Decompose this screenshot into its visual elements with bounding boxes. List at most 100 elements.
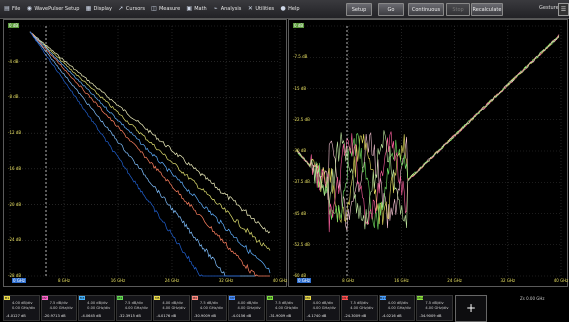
- insertion-loss-trace: [30, 32, 270, 251]
- right-plot-canvas: [289, 20, 567, 286]
- horizontal-scale: 4.00 GHz/div: [125, 306, 148, 310]
- cursor-value: -20.9713 dB: [44, 314, 66, 318]
- insertion-loss-trace: [30, 32, 240, 276]
- horizontal-scale: 4.00 GHz/div: [50, 306, 73, 310]
- y-tick-label: -4 dB: [8, 59, 19, 64]
- right-plot-panel[interactable]: 0 dB -7.5 dB -15 dB -22.5 dB -30 dB -37.5 dB -…: [288, 19, 568, 287]
- return-loss-trace: [297, 35, 559, 230]
- channel-tag: M6: [192, 296, 198, 300]
- vertical-scale: 4.00 dB/div: [313, 301, 334, 305]
- y-tick-label: -15 dB: [293, 86, 306, 91]
- channel-tag: M7: [229, 296, 235, 300]
- vertical-scale: 4.00 dB/div: [12, 301, 33, 305]
- x-tick-label: 16 GHz: [111, 278, 126, 283]
- menu-label: Help: [288, 6, 299, 12]
- cursor-value: -30.9009 dB: [194, 314, 216, 318]
- x-tick-label: 16 GHz: [394, 278, 409, 283]
- display-icon: ▦: [85, 6, 91, 12]
- recalculate-button[interactable]: Recalculate: [471, 3, 503, 16]
- horizontal-scale: 0.00 GHz/div: [87, 306, 110, 310]
- cursor-icon: ➚: [118, 6, 124, 12]
- cursor-value: -4.0127 dB: [6, 314, 26, 318]
- y-tick-label: -24 dB: [8, 237, 21, 242]
- channel-descriptor-m5[interactable]: M5 4.00 dB/div 4.00 GHz/div -4.0176 dB: [153, 295, 190, 321]
- channel-tag: M12: [417, 296, 423, 300]
- vertical-scale: 7.5 dB/div: [425, 301, 443, 305]
- vertical-scale: 7.5 dB/div: [350, 301, 368, 305]
- channel-descriptor-m9[interactable]: M9 4.00 dB/div 4.00 GHz/div -4.1740 dB: [304, 295, 341, 321]
- y-tick-label: -8 dB: [8, 94, 19, 99]
- channel-descriptor-m8[interactable]: M8 7.5 dB/div 4.00 GHz/div -31.9009 dB: [266, 295, 303, 321]
- horizontal-scale: 4.00 GHz/div: [425, 306, 448, 310]
- vertical-scale: 7.5 dB/div: [275, 301, 293, 305]
- utilities-icon: ✕: [247, 6, 253, 12]
- wavepulser-icon: ◉: [26, 6, 32, 12]
- cursor-value: -32.3915 dB: [119, 314, 141, 318]
- continuous-button[interactable]: Continuous: [408, 3, 444, 16]
- vertical-scale: 7.5 dB/div: [50, 301, 68, 305]
- channel-descriptor-m1[interactable]: M1 4.00 dB/div 0.00 GHz/div -4.0127 dB: [3, 295, 40, 321]
- channel-descriptor-m7[interactable]: M7 4.00 dB/div 4.00 GHz/div -4.0156 dB: [228, 295, 265, 321]
- menu-file[interactable]: ▤ File: [4, 6, 20, 12]
- x-tick-label: 40 GHz: [554, 278, 569, 283]
- menu-utilities[interactable]: ✕ Utilities: [247, 6, 274, 12]
- stop-button[interactable]: Stop: [446, 3, 470, 16]
- menu-cursors[interactable]: ➚ Cursors: [118, 6, 145, 12]
- channel-tag: M11: [380, 296, 386, 300]
- x-tick-label: 24 GHz: [165, 278, 180, 283]
- left-plot-canvas: [4, 20, 286, 286]
- menu-wavepulser-setup[interactable]: ◉ WavePulser Setup: [26, 6, 79, 12]
- y-tick-label: -37.5 dB: [293, 179, 310, 184]
- return-loss-trace: [297, 36, 559, 230]
- channel-descriptor-m10[interactable]: M10 7.5 dB/div 4.00 GHz/div -24.3009 dB: [341, 295, 378, 321]
- menu-label: WavePulser Setup: [34, 6, 79, 12]
- channel-tag: M9: [305, 296, 311, 300]
- setup-button[interactable]: Setup: [346, 3, 372, 16]
- menu-help[interactable]: ● Help: [280, 6, 299, 12]
- channel-descriptor-m6[interactable]: M6 7.5 dB/div 4.00 GHz/div -30.9009 dB: [191, 295, 228, 321]
- channel-descriptor-m2[interactable]: M2 7.5 dB/div 4.00 GHz/div -20.9713 dB: [41, 295, 78, 321]
- go-button[interactable]: Go: [378, 3, 404, 16]
- menu-measure[interactable]: ◫ Measure: [151, 6, 180, 12]
- cursor-value: -4.0176 dB: [156, 314, 176, 318]
- horizontal-scale: 0.00 GHz/div: [12, 306, 35, 310]
- vertical-scale: 4.00 dB/div: [162, 301, 183, 305]
- menu-math[interactable]: ▣ Math: [186, 6, 207, 12]
- channel-tag: M8: [267, 296, 273, 300]
- cursor-value: -4.1740 dB: [307, 314, 327, 318]
- cursor-value: -24.3009 dB: [344, 314, 366, 318]
- channel-descriptor-m3[interactable]: M3 4.00 dB/div 0.00 GHz/div -4.0645 dB: [78, 295, 115, 321]
- channel-descriptor-m11[interactable]: M11 4.00 dB/div 4.00 GHz/div -4.0216 dB: [379, 295, 416, 321]
- return-loss-trace: [297, 37, 559, 231]
- cursor-value: -34.9009 dB: [419, 314, 441, 318]
- cursor-value: -4.0645 dB: [81, 314, 101, 318]
- channel-tag: M4: [117, 296, 123, 300]
- measure-icon: ◫: [151, 6, 157, 12]
- add-math-button[interactable]: +: [455, 295, 487, 322]
- analysis-icon: ⌁: [213, 6, 219, 12]
- y-tick-label: -7.5 dB: [293, 54, 307, 59]
- channel-descriptor-m12[interactable]: M12 7.5 dB/div 4.00 GHz/div -34.9009 dB: [416, 295, 453, 321]
- channel-tag: M3: [79, 296, 85, 300]
- left-plot-panel[interactable]: 0 dB -4 dB -8 dB -12 dB -16 dB -20 dB -24 dB -2…: [3, 19, 287, 287]
- channel-descriptor-strip: M1 4.00 dB/div 0.00 GHz/div -4.0127 dB M2 7.5…: [3, 295, 453, 319]
- channel-tag: M2: [42, 296, 48, 300]
- menu-label: File: [12, 6, 20, 12]
- x-tick-label: 8 GHz: [342, 278, 354, 283]
- y-tick-label: -16 dB: [8, 166, 21, 171]
- x-tick-label: 40 GHz: [273, 278, 288, 283]
- x-tick-label: 8 GHz: [58, 278, 70, 283]
- y-tick-label: -45 dB: [293, 211, 306, 216]
- vertical-scale: 7.5 dB/div: [125, 301, 143, 305]
- return-loss-trace: [297, 37, 559, 225]
- insertion-loss-trace: [30, 32, 270, 233]
- gesture-icon[interactable]: ☰: [558, 3, 569, 16]
- channel-descriptor-m4[interactable]: M4 7.5 dB/div 4.00 GHz/div -32.3915 dB: [116, 295, 153, 321]
- horizontal-scale: 4.00 GHz/div: [350, 306, 373, 310]
- channel-tag: M5: [154, 296, 160, 300]
- menu-display[interactable]: ▦ Display: [85, 6, 111, 12]
- menu-label: Cursors: [126, 6, 145, 12]
- x-tick-label: 24 GHz: [447, 278, 462, 283]
- file-icon: ▤: [4, 6, 10, 12]
- menu-analysis[interactable]: ⌁ Analysis: [213, 6, 242, 12]
